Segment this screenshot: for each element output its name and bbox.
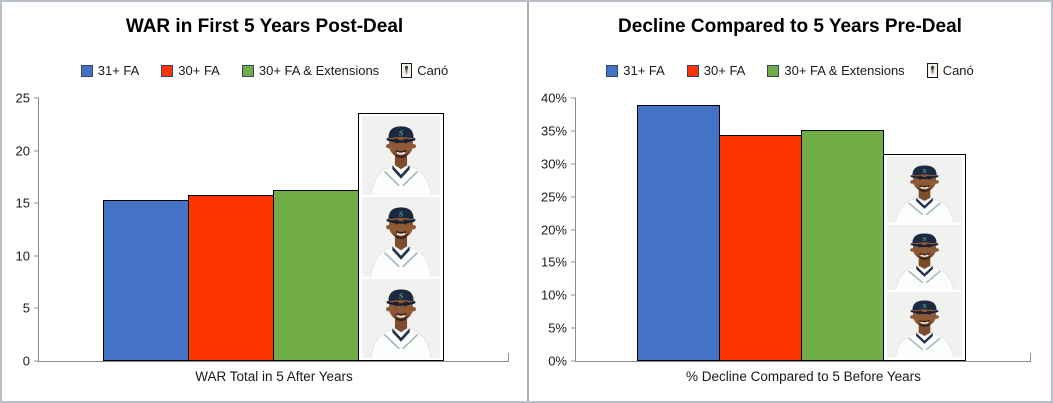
legend-item-30-fa-extensions: 30+ FA & Extensions bbox=[767, 63, 905, 78]
legend-label: 30+ FA & Extensions bbox=[258, 63, 380, 78]
legend: 31+ FA 30+ FA 30+ FA & Extensions Canó bbox=[529, 63, 1051, 78]
y-tick-label: 15% bbox=[540, 254, 567, 270]
blue-swatch-icon bbox=[80, 64, 93, 77]
y-tick-label: 10 bbox=[15, 248, 30, 264]
red-swatch-icon bbox=[686, 64, 699, 77]
legend-item-30-fa: 30+ FA bbox=[686, 63, 746, 78]
x-axis-end-tick bbox=[1030, 353, 1031, 361]
plot-area: 0 5 10 15 20 25 WAR Total in 5 After Years bbox=[16, 92, 509, 384]
legend-label: Canó bbox=[417, 63, 449, 78]
legend-item-31-fa: 31+ FA bbox=[606, 63, 665, 78]
y-tick-mark bbox=[571, 163, 576, 165]
legend-item-31-fa: 31+ FA bbox=[80, 63, 140, 78]
y-tick-mark bbox=[571, 261, 576, 263]
x-axis-end-tick bbox=[508, 353, 509, 361]
y-tick-mark bbox=[571, 97, 576, 99]
bar-30-fa-extensions bbox=[801, 130, 884, 361]
y-tick-mark bbox=[571, 360, 576, 362]
y-tick-label: 35% bbox=[540, 123, 567, 139]
bar-31-fa bbox=[637, 104, 720, 361]
legend-item-30-fa-extensions: 30+ FA & Extensions bbox=[241, 63, 380, 78]
cano-headshot-photo bbox=[887, 225, 962, 291]
y-tick-label: 0% bbox=[548, 353, 567, 369]
y-tick-label: 15 bbox=[15, 195, 30, 211]
chart-decline-pre-deal: Decline Compared to 5 Years Pre-Deal 31+… bbox=[529, 2, 1051, 401]
y-axis-labels: 0% 5% 10% 15% 20% 25% 30% 35% 40% bbox=[525, 92, 567, 368]
legend-label: Canó bbox=[942, 63, 974, 78]
bar-31-fa bbox=[103, 200, 189, 361]
y-tick-label: 5 bbox=[22, 300, 30, 316]
legend-label: 31+ FA bbox=[97, 63, 140, 78]
y-tick-label: 30% bbox=[540, 156, 567, 172]
x-axis-label: WAR Total in 5 After Years bbox=[195, 369, 353, 384]
green-swatch-icon bbox=[241, 64, 254, 77]
legend: 31+ FA 30+ FA 30+ FA & Extensions Canó bbox=[2, 63, 527, 78]
y-tick-label: 25% bbox=[540, 189, 567, 205]
chart-war-post-deal: WAR in First 5 Years Post-Deal 31+ FA 30… bbox=[2, 2, 529, 401]
y-tick-mark bbox=[571, 130, 576, 132]
bar-cano bbox=[358, 112, 444, 361]
legend-label: 30+ FA bbox=[178, 63, 220, 78]
bar-30-fa bbox=[719, 134, 802, 361]
bar-30-fa-extensions bbox=[273, 189, 359, 361]
cano-headshot-photo bbox=[887, 292, 962, 358]
bar-30-fa bbox=[188, 194, 274, 361]
bars bbox=[39, 98, 509, 361]
chart-title: Decline Compared to 5 Years Pre-Deal bbox=[618, 16, 962, 37]
red-swatch-icon bbox=[161, 64, 174, 77]
cano-headshot-photo bbox=[362, 197, 440, 276]
bar-cano bbox=[883, 153, 966, 361]
y-tick-mark bbox=[571, 229, 576, 230]
y-tick-label: 5% bbox=[548, 320, 567, 336]
y-tick-label: 0 bbox=[22, 353, 30, 369]
y-tick-mark bbox=[571, 327, 576, 329]
y-tick-label: 40% bbox=[540, 90, 567, 106]
y-tick-label: 20% bbox=[540, 222, 567, 237]
y-tick-mark bbox=[34, 307, 39, 309]
y-tick-label: 25 bbox=[15, 90, 30, 106]
blue-swatch-icon bbox=[606, 64, 619, 77]
y-tick-mark bbox=[34, 202, 39, 204]
cano-headshot-icon bbox=[926, 63, 938, 78]
plot-area: 0% 5% 10% 15% 20% 25% 30% 35% 40% % Decline Comp… bbox=[541, 92, 1031, 384]
y-tick-mark bbox=[34, 150, 39, 152]
y-tick-mark bbox=[34, 255, 39, 257]
legend-label: 30+ FA bbox=[703, 63, 746, 78]
y-tick-label: 10% bbox=[540, 287, 567, 303]
cano-headshot-photo bbox=[362, 279, 440, 358]
y-axis-labels: 0 5 10 15 20 25 bbox=[0, 92, 30, 368]
y-tick-mark bbox=[34, 360, 39, 362]
x-axis-label: % Decline Compared to 5 Before Years bbox=[686, 369, 921, 384]
legend-label: 30+ FA & Extensions bbox=[784, 63, 905, 78]
legend-item-cano: Canó bbox=[401, 63, 448, 78]
green-swatch-icon bbox=[767, 64, 780, 77]
bars bbox=[576, 98, 1031, 361]
y-tick-mark bbox=[571, 196, 576, 198]
y-tick-mark bbox=[34, 97, 39, 99]
cano-headshot-photo bbox=[362, 116, 440, 195]
chart-title: WAR in First 5 Years Post-Deal bbox=[125, 16, 404, 37]
cano-headshot-icon bbox=[401, 63, 413, 78]
cano-headshot-photo bbox=[887, 157, 962, 223]
legend-label: 31+ FA bbox=[623, 63, 665, 78]
legend-item-30-fa: 30+ FA bbox=[161, 63, 220, 78]
y-tick-label: 20 bbox=[15, 143, 30, 159]
legend-item-cano: Canó bbox=[926, 63, 974, 78]
y-tick-mark bbox=[571, 294, 576, 296]
